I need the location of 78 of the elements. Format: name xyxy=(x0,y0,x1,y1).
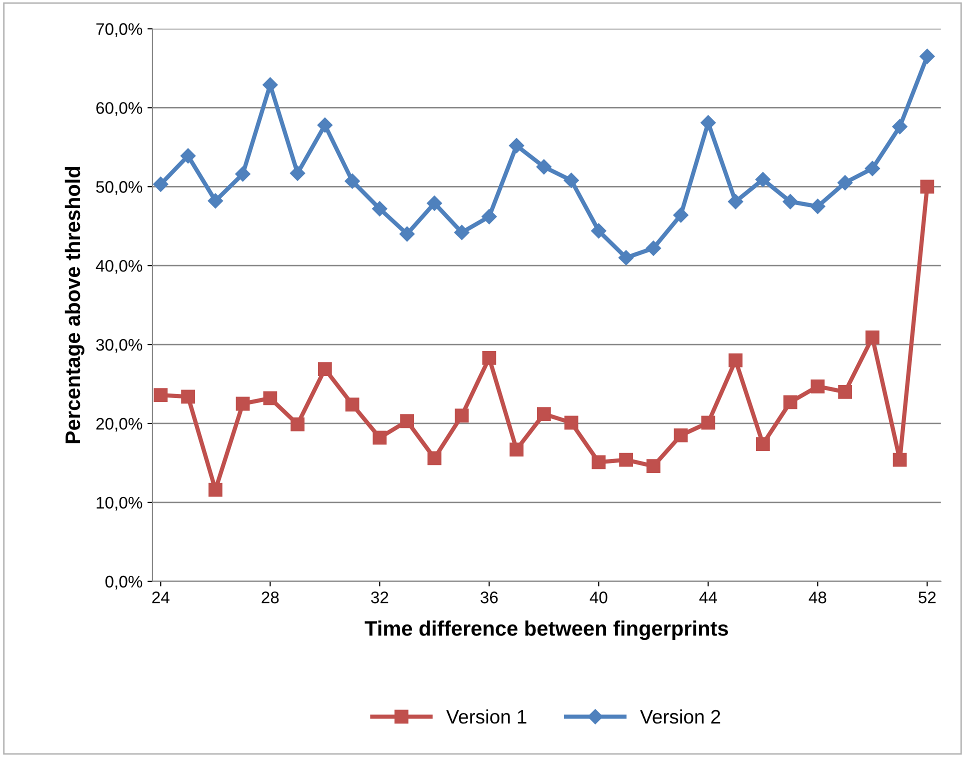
point xyxy=(864,160,880,176)
point xyxy=(619,452,634,467)
point xyxy=(810,198,826,214)
point xyxy=(618,250,634,266)
point xyxy=(235,166,250,182)
point xyxy=(728,194,744,210)
point xyxy=(920,48,935,64)
point xyxy=(344,174,360,189)
point xyxy=(263,391,278,406)
point xyxy=(290,166,306,181)
point xyxy=(536,407,551,421)
point xyxy=(838,384,852,399)
y-tick-label: 40,0% xyxy=(96,260,142,274)
point xyxy=(236,396,250,411)
point xyxy=(180,148,196,164)
point xyxy=(592,455,606,470)
legend-label: Version 1 xyxy=(446,709,526,724)
point xyxy=(454,224,470,240)
point xyxy=(865,330,880,344)
point xyxy=(892,452,907,467)
x-tick-label: 52 xyxy=(918,592,936,604)
point xyxy=(454,408,469,423)
point xyxy=(564,416,578,430)
point xyxy=(208,193,224,208)
point xyxy=(317,118,333,133)
point xyxy=(892,119,908,134)
point xyxy=(646,240,662,256)
y-tick-label: 20,0% xyxy=(96,418,142,432)
x-tick-label: 28 xyxy=(262,592,279,604)
point xyxy=(783,395,798,410)
point xyxy=(564,172,579,188)
x-tick-label: 36 xyxy=(480,592,498,604)
point xyxy=(728,353,743,368)
y-tick-label: 10,0% xyxy=(96,496,142,511)
x-tick-label: 32 xyxy=(371,592,388,604)
point xyxy=(372,201,388,216)
point xyxy=(673,208,688,223)
x-tick-label: 44 xyxy=(699,592,717,604)
point xyxy=(755,172,771,188)
point xyxy=(400,414,414,428)
point xyxy=(646,459,660,474)
point xyxy=(154,388,168,402)
point xyxy=(701,416,716,430)
point xyxy=(782,194,798,210)
x-tick-label: 40 xyxy=(590,592,608,604)
point xyxy=(837,175,853,190)
point xyxy=(372,430,387,445)
y-axis-title: Percentage above threshold xyxy=(64,166,84,444)
point xyxy=(508,138,524,154)
point xyxy=(482,209,497,224)
point xyxy=(181,390,196,404)
x-tick-label: 48 xyxy=(808,592,826,604)
point xyxy=(482,351,496,365)
point xyxy=(345,398,360,412)
y-tick-label: 50,0% xyxy=(96,181,142,195)
point xyxy=(510,442,524,456)
point xyxy=(262,77,278,92)
point xyxy=(674,428,688,442)
point xyxy=(810,379,825,394)
point xyxy=(153,176,168,192)
point xyxy=(427,451,442,466)
x-tick-label: 24 xyxy=(152,592,170,604)
point xyxy=(318,362,332,376)
legend-label: Version 2 xyxy=(640,709,720,724)
x-axis-title: Time difference between fingerprints xyxy=(364,620,728,640)
y-tick-label: 60,0% xyxy=(96,102,142,116)
point xyxy=(920,180,934,194)
y-tick-label: 0,0% xyxy=(105,576,142,590)
y-tick-label: 30,0% xyxy=(96,338,142,353)
y-tick-label: 70,0% xyxy=(96,23,142,37)
point xyxy=(700,115,716,130)
point xyxy=(756,437,770,451)
point xyxy=(208,482,222,497)
point xyxy=(290,417,305,432)
point xyxy=(591,223,606,238)
point xyxy=(536,159,552,174)
point xyxy=(399,226,415,242)
point xyxy=(426,196,442,211)
